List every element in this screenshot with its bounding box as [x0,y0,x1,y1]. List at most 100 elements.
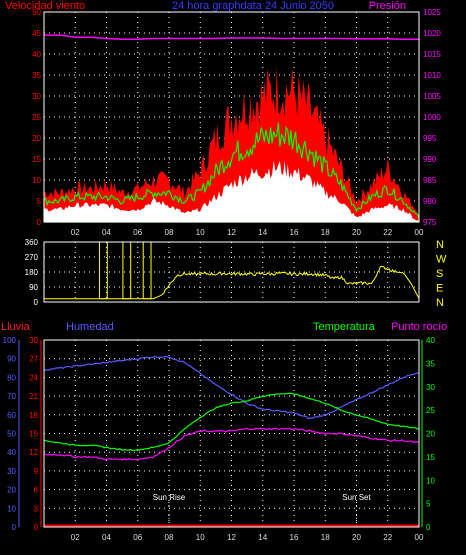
wind-xtick: 22 [383,228,392,237]
rain-tick: 21 [29,392,38,401]
humidity-xtick: 10 [196,533,205,542]
direction-tick: 360 [25,238,39,247]
dewpoint-line [43,427,420,461]
temperature-tick: 30 [426,383,435,392]
pressure-tick: 985 [423,176,437,185]
temperature-tick: 40 [426,336,435,345]
wind-speed-tick: 0 [37,218,42,227]
rain-tick: 30 [29,336,38,345]
wind-xtick: 00 [415,228,424,237]
compass-label: W [436,254,447,266]
compass-label: N [436,297,444,309]
wind-speed-tick: 50 [32,8,41,17]
humidity-xtick: 04 [102,533,111,542]
wind-xtick: 18 [321,228,330,237]
humidity-tick: 10 [7,504,16,513]
temperature-tick: 15 [426,453,435,462]
wind-frame [43,11,420,223]
wind-speed-tick: 25 [32,113,41,122]
compass-label: S [436,268,443,280]
humidity-tick: 30 [7,467,16,476]
wind-speed-tick: 15 [32,155,41,164]
rain-tick: 18 [29,411,38,420]
compass-label: E [436,283,443,295]
rain-tick: 0 [34,523,39,532]
pressure-tick: 1010 [423,71,441,80]
humidity-label: Humedad [66,321,114,333]
rain-tick: 3 [34,504,39,513]
humidity-xtick: 18 [321,533,330,542]
temperature-tick: 35 [426,359,435,368]
wind-speed-tick: 30 [32,92,41,101]
humidity-tick: 0 [12,523,17,532]
humidity-xtick: 16 [290,533,299,542]
direction-tick: 0 [34,298,39,307]
wind-speed-tick: 40 [32,50,41,59]
temperature-tick: 10 [426,476,435,485]
humidity-tick: 60 [7,411,16,420]
wind-min-area [44,160,419,222]
compass-label: N [436,239,444,251]
humidity-tick: 90 [7,355,16,364]
wind-xtick: 08 [165,228,174,237]
pressure-tick: 990 [423,155,437,164]
pressure-label: Presión [369,0,406,12]
pressure-line [44,34,419,41]
temperature-label: Temperatura [313,321,376,333]
wind-xtick: 02 [71,228,80,237]
temperature-tick: 0 [426,523,431,532]
direction-tick: 90 [29,283,38,292]
rain-label: Lluvia [1,321,31,333]
rain-tick: 27 [29,355,38,364]
pressure-tick: 1020 [423,29,441,38]
humidity-tick: 40 [7,448,16,457]
wind-xtick: 20 [352,228,361,237]
pressure-tick: 980 [423,197,437,206]
wind-avg-area [43,122,420,223]
wind-gust-area [44,65,419,222]
chart-title: 24 hora graphdata 24 Junio 2050 [172,0,334,12]
temperature-tick: 25 [426,406,435,415]
wind-speed-tick: 5 [37,197,42,206]
pressure-tick: 1025 [423,8,441,17]
pressure-tick: 1000 [423,113,441,122]
humidity-xtick: 22 [383,533,392,542]
humidity-xtick: 14 [258,533,267,542]
humidity-xtick: 08 [165,533,174,542]
humidity-tick: 70 [7,392,16,401]
wind-speed-tick: 35 [32,71,41,80]
pressure-tick: 995 [423,134,437,143]
rain-tick: 9 [34,467,39,476]
sunrise-label: Sun Rise [153,493,186,502]
wind-speed-tick: 10 [32,176,41,185]
wind-xtick: 16 [290,228,299,237]
humidity-line [43,355,420,420]
humidity-xtick: 00 [415,533,424,542]
wind-speed-tick: 20 [32,134,41,143]
humidity-frame [43,339,420,528]
temperature-tick: 5 [426,500,431,509]
pressure-tick: 1005 [423,92,441,101]
humidity-xtick: 20 [352,533,361,542]
direction-tick: 180 [25,268,39,277]
humidity-xtick: 02 [71,533,80,542]
wind-speed-label: Velocidad viento [5,0,85,12]
wind-xtick: 06 [133,228,142,237]
rain-tick: 12 [29,448,38,457]
pressure-tick: 1015 [423,50,441,59]
wind-xtick: 14 [258,228,267,237]
humidity-xtick: 06 [133,533,142,542]
rain-tick: 15 [29,430,38,439]
humidity-tick: 100 [3,336,17,345]
direction-frame [43,241,420,303]
humidity-tick: 50 [7,430,16,439]
temperature-line [43,392,420,452]
humidity-tick: 80 [7,373,16,382]
dewpoint-label: Punto rocío [391,321,447,333]
wind-speed-tick: 45 [32,29,41,38]
humidity-tick: 20 [7,486,16,495]
rain-tick: 24 [29,373,38,382]
humidity-xtick: 12 [227,533,236,542]
sunset-label: Sun Set [342,493,371,502]
